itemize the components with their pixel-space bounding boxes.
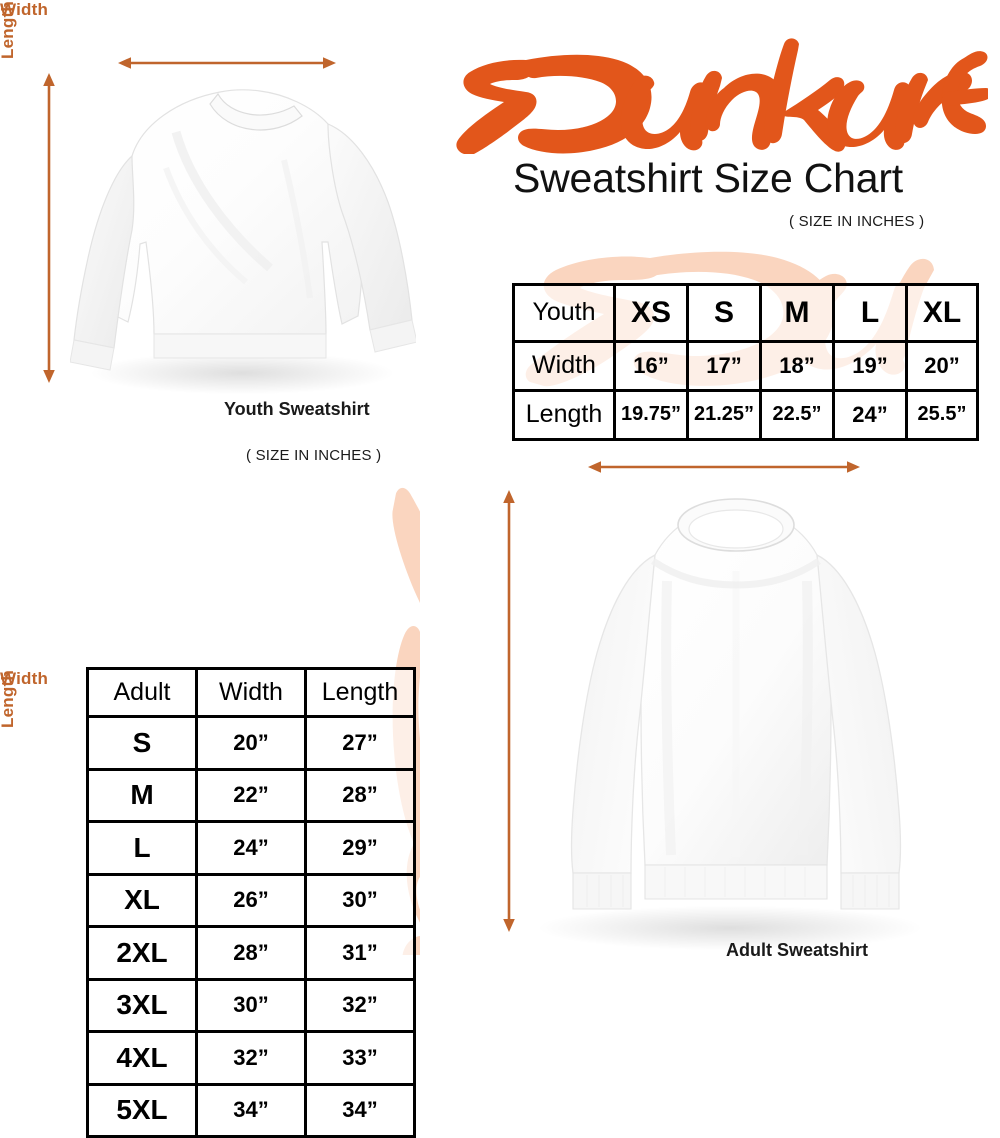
adult-length-s: 27” bbox=[304, 715, 416, 771]
adult-length-l: 29” bbox=[304, 820, 416, 876]
youth-width-arrow bbox=[118, 57, 336, 69]
adult-table-header-size: Adult bbox=[86, 667, 198, 718]
adult-size-5xl: 5XL bbox=[86, 1082, 198, 1138]
adult-size-table: Adult Width Length S 20” 27” M 22” 28” L… bbox=[86, 667, 416, 1138]
youth-size-s: S bbox=[686, 283, 762, 343]
youth-table-corner-header: Youth bbox=[512, 283, 616, 343]
youth-length-s: 21.25” bbox=[686, 388, 762, 442]
adult-width-s: 20” bbox=[195, 715, 307, 771]
youth-length-l: 24” bbox=[832, 388, 908, 442]
table-row: Length 19.75” 21.25” 22.5” 24” 25.5” bbox=[512, 388, 979, 442]
adult-inches-note: ( SIZE IN INCHES ) bbox=[246, 447, 382, 464]
youth-size-xl: XL bbox=[905, 283, 979, 343]
chart-subtitle: Sweatshirt Size Chart bbox=[512, 155, 903, 201]
dunkare-logo bbox=[428, 28, 988, 168]
adult-width-dimension-label: Width bbox=[0, 669, 49, 688]
youth-width-s: 17” bbox=[686, 339, 762, 392]
table-row: Youth XS S M L XL bbox=[512, 283, 979, 343]
youth-size-m: M bbox=[759, 283, 835, 343]
adult-width-4xl: 32” bbox=[195, 1030, 307, 1086]
adult-size-m: M bbox=[86, 767, 198, 823]
youth-length-row-label: Length bbox=[512, 388, 616, 442]
youth-sweatshirt-caption: Youth Sweatshirt bbox=[224, 399, 370, 419]
youth-width-m: 18” bbox=[759, 339, 835, 392]
youth-length-m: 22.5” bbox=[759, 388, 835, 442]
youth-size-table: Youth XS S M L XL Width 16” 17” 18” 19” … bbox=[512, 283, 979, 442]
adult-length-arrow bbox=[503, 490, 515, 932]
adult-size-4xl: 4XL bbox=[86, 1030, 198, 1086]
youth-width-xl: 20” bbox=[905, 339, 979, 392]
adult-length-4xl: 33” bbox=[304, 1030, 416, 1086]
youth-width-row-label: Width bbox=[512, 339, 616, 392]
adult-table-header-length: Length bbox=[304, 667, 416, 718]
adult-size-s: S bbox=[86, 715, 198, 771]
adult-size-3xl: 3XL bbox=[86, 977, 198, 1033]
youth-length-arrow bbox=[43, 73, 55, 383]
adult-width-arrow bbox=[588, 461, 860, 473]
youth-width-xs: 16” bbox=[613, 339, 689, 392]
table-row: 2XL 28” 31” bbox=[86, 925, 416, 981]
table-row: 5XL 34” 34” bbox=[86, 1082, 416, 1138]
youth-length-xl: 25.5” bbox=[905, 388, 979, 442]
adult-width-3xl: 30” bbox=[195, 977, 307, 1033]
adult-length-5xl: 34” bbox=[304, 1082, 416, 1138]
table-row: S 20” 27” bbox=[86, 715, 416, 771]
youth-size-xs: XS bbox=[613, 283, 689, 343]
table-row: L 24” 29” bbox=[86, 820, 416, 876]
adult-size-l: L bbox=[86, 820, 198, 876]
adult-width-5xl: 34” bbox=[195, 1082, 307, 1138]
adult-length-3xl: 32” bbox=[304, 977, 416, 1033]
youth-inches-note: ( SIZE IN INCHES ) bbox=[789, 213, 925, 230]
table-row: 3XL 30” 32” bbox=[86, 977, 416, 1033]
adult-size-xl: XL bbox=[86, 872, 198, 928]
table-row: Adult Width Length bbox=[86, 667, 416, 718]
adult-length-m: 28” bbox=[304, 767, 416, 823]
youth-sweatshirt-image bbox=[70, 72, 416, 384]
adult-length-dimension-label: Length bbox=[0, 670, 17, 728]
table-row: 4XL 32” 33” bbox=[86, 1030, 416, 1086]
youth-size-l: L bbox=[832, 283, 908, 343]
table-row: XL 26” 30” bbox=[86, 872, 416, 928]
table-row: M 22” 28” bbox=[86, 767, 416, 823]
adult-size-2xl: 2XL bbox=[86, 925, 198, 981]
adult-length-2xl: 31” bbox=[304, 925, 416, 981]
adult-length-xl: 30” bbox=[304, 872, 416, 928]
adult-width-l: 24” bbox=[195, 820, 307, 876]
adult-sweatshirt-caption: Adult Sweatshirt bbox=[726, 940, 869, 960]
youth-length-dimension-label: Length bbox=[0, 1, 17, 59]
adult-sweatshirt-image bbox=[535, 485, 937, 933]
adult-width-2xl: 28” bbox=[195, 925, 307, 981]
youth-width-l: 19” bbox=[832, 339, 908, 392]
adult-table-header-width: Width bbox=[195, 667, 307, 718]
adult-width-xl: 26” bbox=[195, 872, 307, 928]
adult-width-m: 22” bbox=[195, 767, 307, 823]
youth-width-dimension-label: Width bbox=[0, 0, 49, 19]
youth-length-xs: 19.75” bbox=[613, 388, 689, 442]
table-row: Width 16” 17” 18” 19” 20” bbox=[512, 339, 979, 392]
